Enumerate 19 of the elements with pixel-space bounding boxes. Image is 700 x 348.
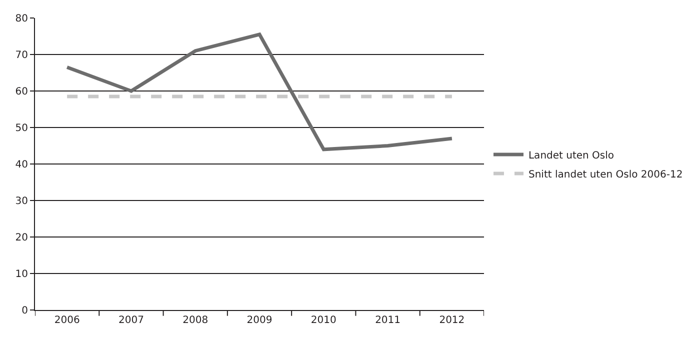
y-tick-label: 10 bbox=[15, 269, 28, 280]
x-tick-label: 2008 bbox=[182, 315, 208, 326]
line-series bbox=[65, 32, 454, 152]
x-tick-label: 2009 bbox=[246, 315, 272, 326]
y-tick-label: 60 bbox=[15, 86, 28, 98]
y-tick-label: 30 bbox=[15, 196, 28, 207]
y-tick-label: 0 bbox=[22, 306, 28, 316]
y-tick-label: 50 bbox=[15, 123, 28, 134]
x-tick-label: 2011 bbox=[375, 315, 401, 326]
legend-label: Landet uten Oslo bbox=[528, 150, 614, 162]
x-tick-label: 2012 bbox=[439, 315, 465, 326]
legend-label: Snitt landet uten Oslo 2006-12 bbox=[528, 169, 683, 180]
y-tick-label: 40 bbox=[15, 160, 28, 170]
y-tick-label: 80 bbox=[15, 14, 28, 24]
y-tick-label: 20 bbox=[15, 232, 28, 244]
y-tick-label: 70 bbox=[15, 50, 28, 61]
x-tick-label: 2010 bbox=[310, 315, 336, 326]
x-tick-label: 2006 bbox=[54, 315, 80, 326]
x-tick-label: 2007 bbox=[118, 315, 144, 326]
